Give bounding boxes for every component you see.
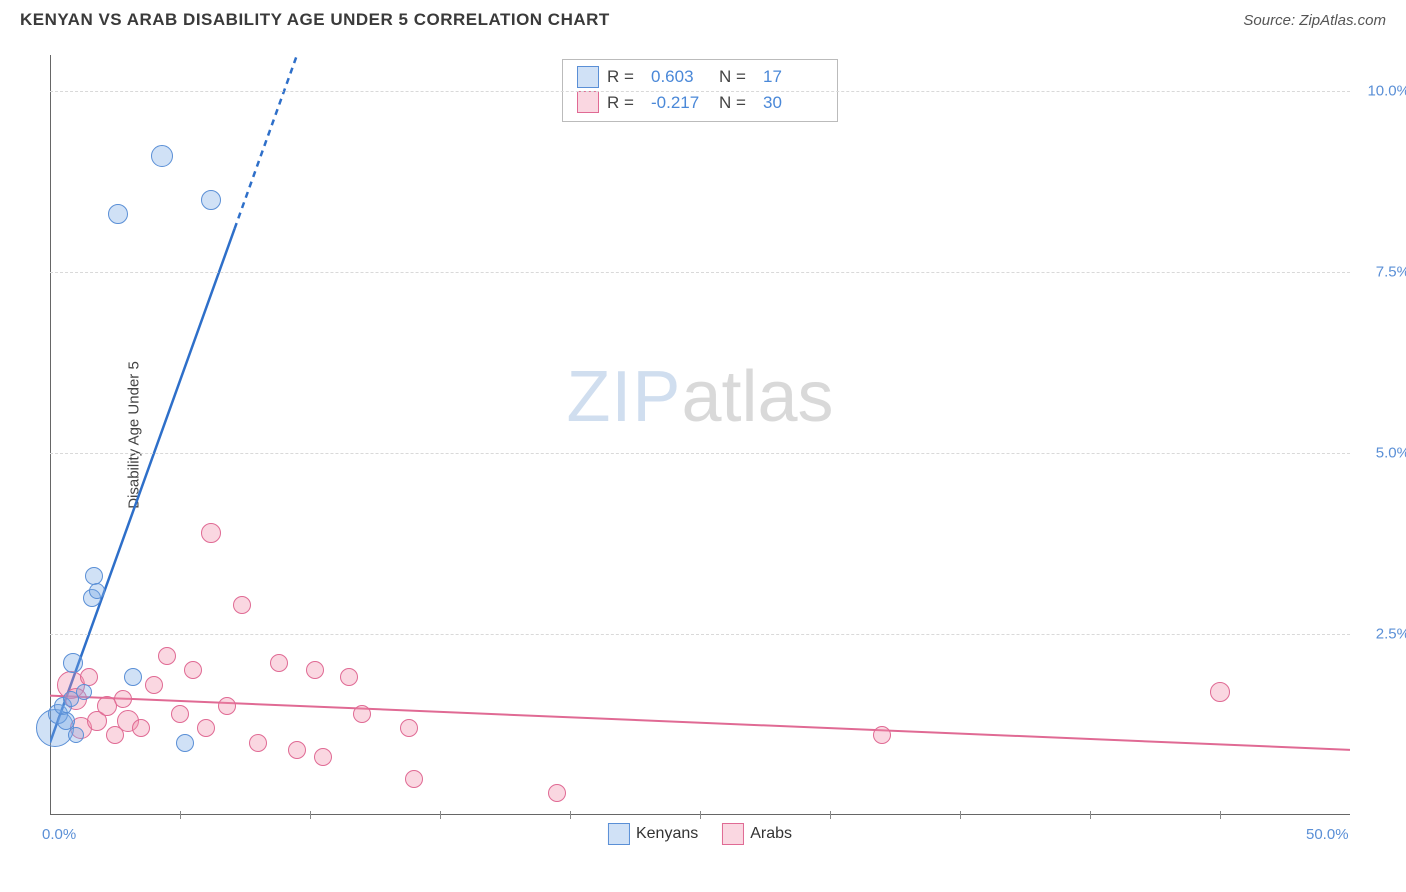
y-tick-label: 5.0% — [1376, 445, 1406, 462]
x-tick — [440, 811, 441, 819]
arabs-point — [233, 596, 251, 614]
kenyans-point — [68, 727, 84, 743]
arabs-point — [353, 705, 371, 723]
arabs-point — [340, 668, 358, 686]
legend-kenyans: Kenyans — [608, 823, 698, 845]
arabs-point — [405, 770, 423, 788]
arabs-point — [114, 690, 132, 708]
x-tick — [960, 811, 961, 819]
arabs-point — [201, 523, 221, 543]
arabs-point — [249, 734, 267, 752]
x-tick — [180, 811, 181, 819]
kenyans-point — [89, 583, 105, 599]
arabs-point — [314, 748, 332, 766]
x-tick-label: 0.0% — [42, 826, 76, 843]
legend-swatch-kenyans — [608, 823, 630, 845]
arabs-point — [184, 661, 202, 679]
kenyans-point — [201, 190, 221, 210]
y-tick-label: 2.5% — [1376, 626, 1406, 643]
x-tick — [700, 811, 701, 819]
chart-area: Disability Age Under 5 ZIPatlas R =0.603… — [50, 55, 1350, 815]
x-tick — [1220, 811, 1221, 819]
swatch-kenyans — [577, 66, 599, 88]
arabs-point — [132, 719, 150, 737]
arabs-point — [158, 647, 176, 665]
y-tick-label: 7.5% — [1376, 264, 1406, 281]
arabs-point — [197, 719, 215, 737]
gridline — [50, 634, 1350, 635]
source-credit: Source: ZipAtlas.com — [1243, 12, 1386, 29]
y-axis — [50, 55, 51, 815]
trend-lines — [50, 55, 1350, 815]
stats-row-kenyans: R =0.603 N =17 — [577, 64, 823, 90]
kenyans-point — [176, 734, 194, 752]
gridline — [50, 453, 1350, 454]
kenyans-point — [63, 653, 83, 673]
x-tick — [570, 811, 571, 819]
arabs-point — [218, 697, 236, 715]
chart-title: KENYAN VS ARAB DISABILITY AGE UNDER 5 CO… — [20, 10, 610, 30]
arabs-point — [171, 705, 189, 723]
x-tick — [310, 811, 311, 819]
arabs-point — [400, 719, 418, 737]
y-tick-label: 10.0% — [1367, 83, 1406, 100]
watermark: ZIPatlas — [566, 356, 833, 438]
legend-arabs: Arabs — [722, 823, 792, 845]
legend-swatch-arabs — [722, 823, 744, 845]
x-tick — [1090, 811, 1091, 819]
arabs-point — [288, 741, 306, 759]
arabs-point — [873, 726, 891, 744]
kenyans-point — [124, 668, 142, 686]
arabs-point — [270, 654, 288, 672]
plot-region: ZIPatlas R =0.603 N =17 R =-0.217 N =30 … — [50, 55, 1350, 815]
x-tick-label: 50.0% — [1306, 826, 1349, 843]
x-tick — [830, 811, 831, 819]
swatch-arabs — [577, 91, 599, 113]
kenyans-point — [151, 145, 173, 167]
arabs-point — [306, 661, 324, 679]
gridline — [50, 91, 1350, 92]
legend: Kenyans Arabs — [608, 823, 792, 845]
kenyans-point — [108, 204, 128, 224]
arabs-point — [548, 784, 566, 802]
kenyans-point — [76, 684, 92, 700]
arabs-point — [1210, 682, 1230, 702]
stats-row-arabs: R =-0.217 N =30 — [577, 90, 823, 116]
gridline — [50, 272, 1350, 273]
arabs-point — [145, 676, 163, 694]
